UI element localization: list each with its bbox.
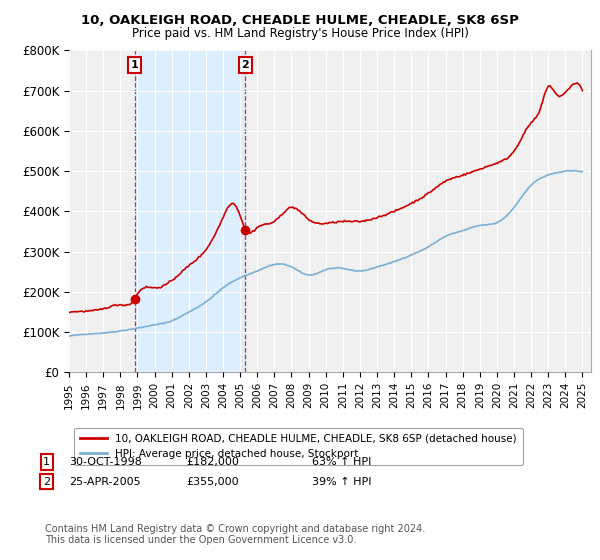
Text: 2: 2 <box>242 60 250 70</box>
Text: 1: 1 <box>43 457 50 467</box>
Text: 2: 2 <box>43 477 50 487</box>
Text: 25-APR-2005: 25-APR-2005 <box>69 477 140 487</box>
Text: 30-OCT-1998: 30-OCT-1998 <box>69 457 142 467</box>
Text: 1: 1 <box>131 60 139 70</box>
Legend: 10, OAKLEIGH ROAD, CHEADLE HULME, CHEADLE, SK8 6SP (detached house), HPI: Averag: 10, OAKLEIGH ROAD, CHEADLE HULME, CHEADL… <box>74 427 523 465</box>
Text: Contains HM Land Registry data © Crown copyright and database right 2024.
This d: Contains HM Land Registry data © Crown c… <box>45 524 425 545</box>
Text: 63% ↑ HPI: 63% ↑ HPI <box>312 457 371 467</box>
Text: 39% ↑ HPI: 39% ↑ HPI <box>312 477 371 487</box>
Text: 10, OAKLEIGH ROAD, CHEADLE HULME, CHEADLE, SK8 6SP: 10, OAKLEIGH ROAD, CHEADLE HULME, CHEADL… <box>81 14 519 27</box>
Bar <box>134 50 245 372</box>
Text: £182,000: £182,000 <box>186 457 239 467</box>
Text: Price paid vs. HM Land Registry's House Price Index (HPI): Price paid vs. HM Land Registry's House … <box>131 27 469 40</box>
Text: £355,000: £355,000 <box>186 477 239 487</box>
